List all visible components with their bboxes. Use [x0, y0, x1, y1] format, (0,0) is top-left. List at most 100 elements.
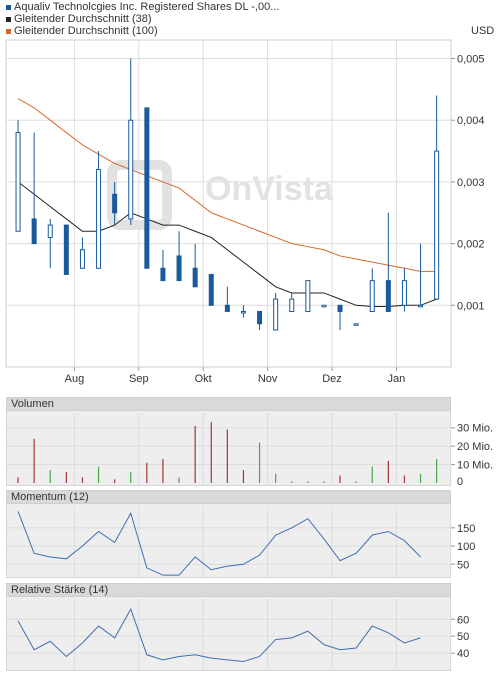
candle-body [321, 304, 327, 308]
momentum-chart: 50 100 150 [6, 506, 475, 578]
price-yticks: 0,001 0,002 0,003 0,004 0,005 [451, 54, 485, 312]
rsi-ytick-label: 50 [457, 631, 469, 643]
price-xtick-label: Nov [258, 373, 278, 385]
candle [240, 305, 246, 318]
rsi-panel-title: Relative Stärke (14) [6, 583, 451, 597]
candle [160, 249, 166, 282]
ma100-line [17, 98, 437, 272]
candles-layer [15, 58, 440, 331]
volume-ytick-label: 10 Mio. [457, 460, 493, 472]
volume-zero-label: 0 [457, 476, 463, 487]
momentum-ytick-label: 100 [457, 541, 475, 553]
candle [192, 243, 198, 288]
volume-ytick-label: 30 Mio. [457, 423, 493, 435]
momentum-line [17, 511, 421, 576]
candle [369, 268, 375, 312]
watermark-logo [107, 160, 172, 230]
rsi-ytick-label: 60 [457, 614, 469, 626]
candle-body [31, 218, 37, 245]
rsi-ytick-label: 40 [457, 648, 469, 660]
volume-panel [6, 397, 451, 486]
rsi-chart: 40 50 60 [6, 599, 469, 671]
candle [144, 107, 150, 269]
legend-ma100-text: Gleitender Durchschnitt (100) [14, 25, 158, 37]
legend-ma100-swatch [6, 28, 11, 34]
candle-body [79, 249, 85, 269]
volume-ytick-label: 20 Mio. [457, 441, 493, 453]
candle [321, 304, 327, 308]
price-ytick-label: 0,001 [457, 300, 485, 312]
candle-body [289, 298, 295, 312]
candle [208, 273, 214, 306]
candle-body [337, 304, 343, 312]
candle-body [112, 193, 118, 214]
candle-body [96, 169, 102, 269]
volume-panel-title: Volumen [6, 397, 451, 411]
candle-body [273, 298, 279, 331]
price-xtick-label: Okt [195, 373, 212, 385]
legend-title-text: Aqualiv Technolcgies Inc. Registered Sha… [14, 1, 280, 13]
momentum-panel-title: Momentum (12) [6, 490, 451, 504]
price-xticks: Aug Sep Okt Nov Dez Jan [65, 367, 405, 385]
price-xtick-label: Aug [65, 373, 85, 385]
candle [305, 280, 311, 312]
candle [337, 304, 343, 330]
candle [176, 231, 182, 282]
candle [289, 292, 295, 312]
candle [224, 286, 230, 312]
candle-body [15, 132, 21, 232]
candle [79, 237, 85, 269]
candle-body [144, 107, 150, 269]
candle-body [401, 280, 407, 306]
candle-body [240, 310, 246, 314]
candle-body [353, 323, 359, 326]
candle [353, 323, 359, 326]
price-ytick-label: 0,005 [457, 54, 485, 66]
candle [63, 224, 69, 275]
price-xtick-label: Sep [129, 373, 149, 385]
candle [418, 243, 424, 308]
candle [257, 310, 263, 330]
volume-chart: 10 Mio. 20 Mio. 30 Mio. 0 [6, 413, 493, 487]
candle [47, 218, 53, 269]
momentum-ytick-label: 50 [457, 559, 469, 571]
legend-ma38: Gleitender Durchschnitt (38) [6, 13, 152, 25]
ma38-layer [17, 181, 437, 308]
currency-label: USD [471, 25, 495, 37]
candle [31, 132, 37, 245]
candle-body [160, 267, 166, 282]
candle-body [176, 255, 182, 282]
price-ytick-label: 0,002 [457, 239, 485, 251]
candle-body [369, 280, 375, 312]
candle [385, 212, 391, 312]
candle-body [224, 304, 230, 312]
legend-title: Aqualiv Technolcgies Inc. Registered Sha… [6, 1, 279, 13]
price-plot-area [5, 39, 452, 368]
legend-ma100: Gleitender Durchschnitt (100) [6, 25, 158, 37]
candle-body [192, 267, 198, 288]
legend-ma38-text: Gleitender Durchschnitt (38) [14, 13, 152, 25]
candle [112, 181, 118, 226]
candle [434, 95, 440, 300]
candle-body [63, 224, 69, 275]
candle-body [128, 119, 134, 220]
candle-body [47, 224, 53, 238]
candle [96, 151, 102, 269]
price-xtick-label: Dez [322, 373, 342, 385]
candle-body [418, 304, 424, 308]
candle-body [305, 280, 311, 312]
candle-body [434, 150, 440, 300]
candle [401, 268, 407, 312]
candle-body [385, 280, 391, 312]
candle-body [257, 310, 263, 325]
ma100-layer [17, 98, 437, 272]
candle [15, 120, 21, 232]
ma38-line [17, 181, 437, 308]
candle [273, 292, 279, 331]
watermark: OnVista [205, 170, 334, 208]
legend-price-swatch [6, 4, 11, 10]
legend-ma38-swatch [6, 16, 11, 22]
momentum-ytick-label: 150 [457, 523, 475, 535]
candle-body [208, 273, 214, 306]
